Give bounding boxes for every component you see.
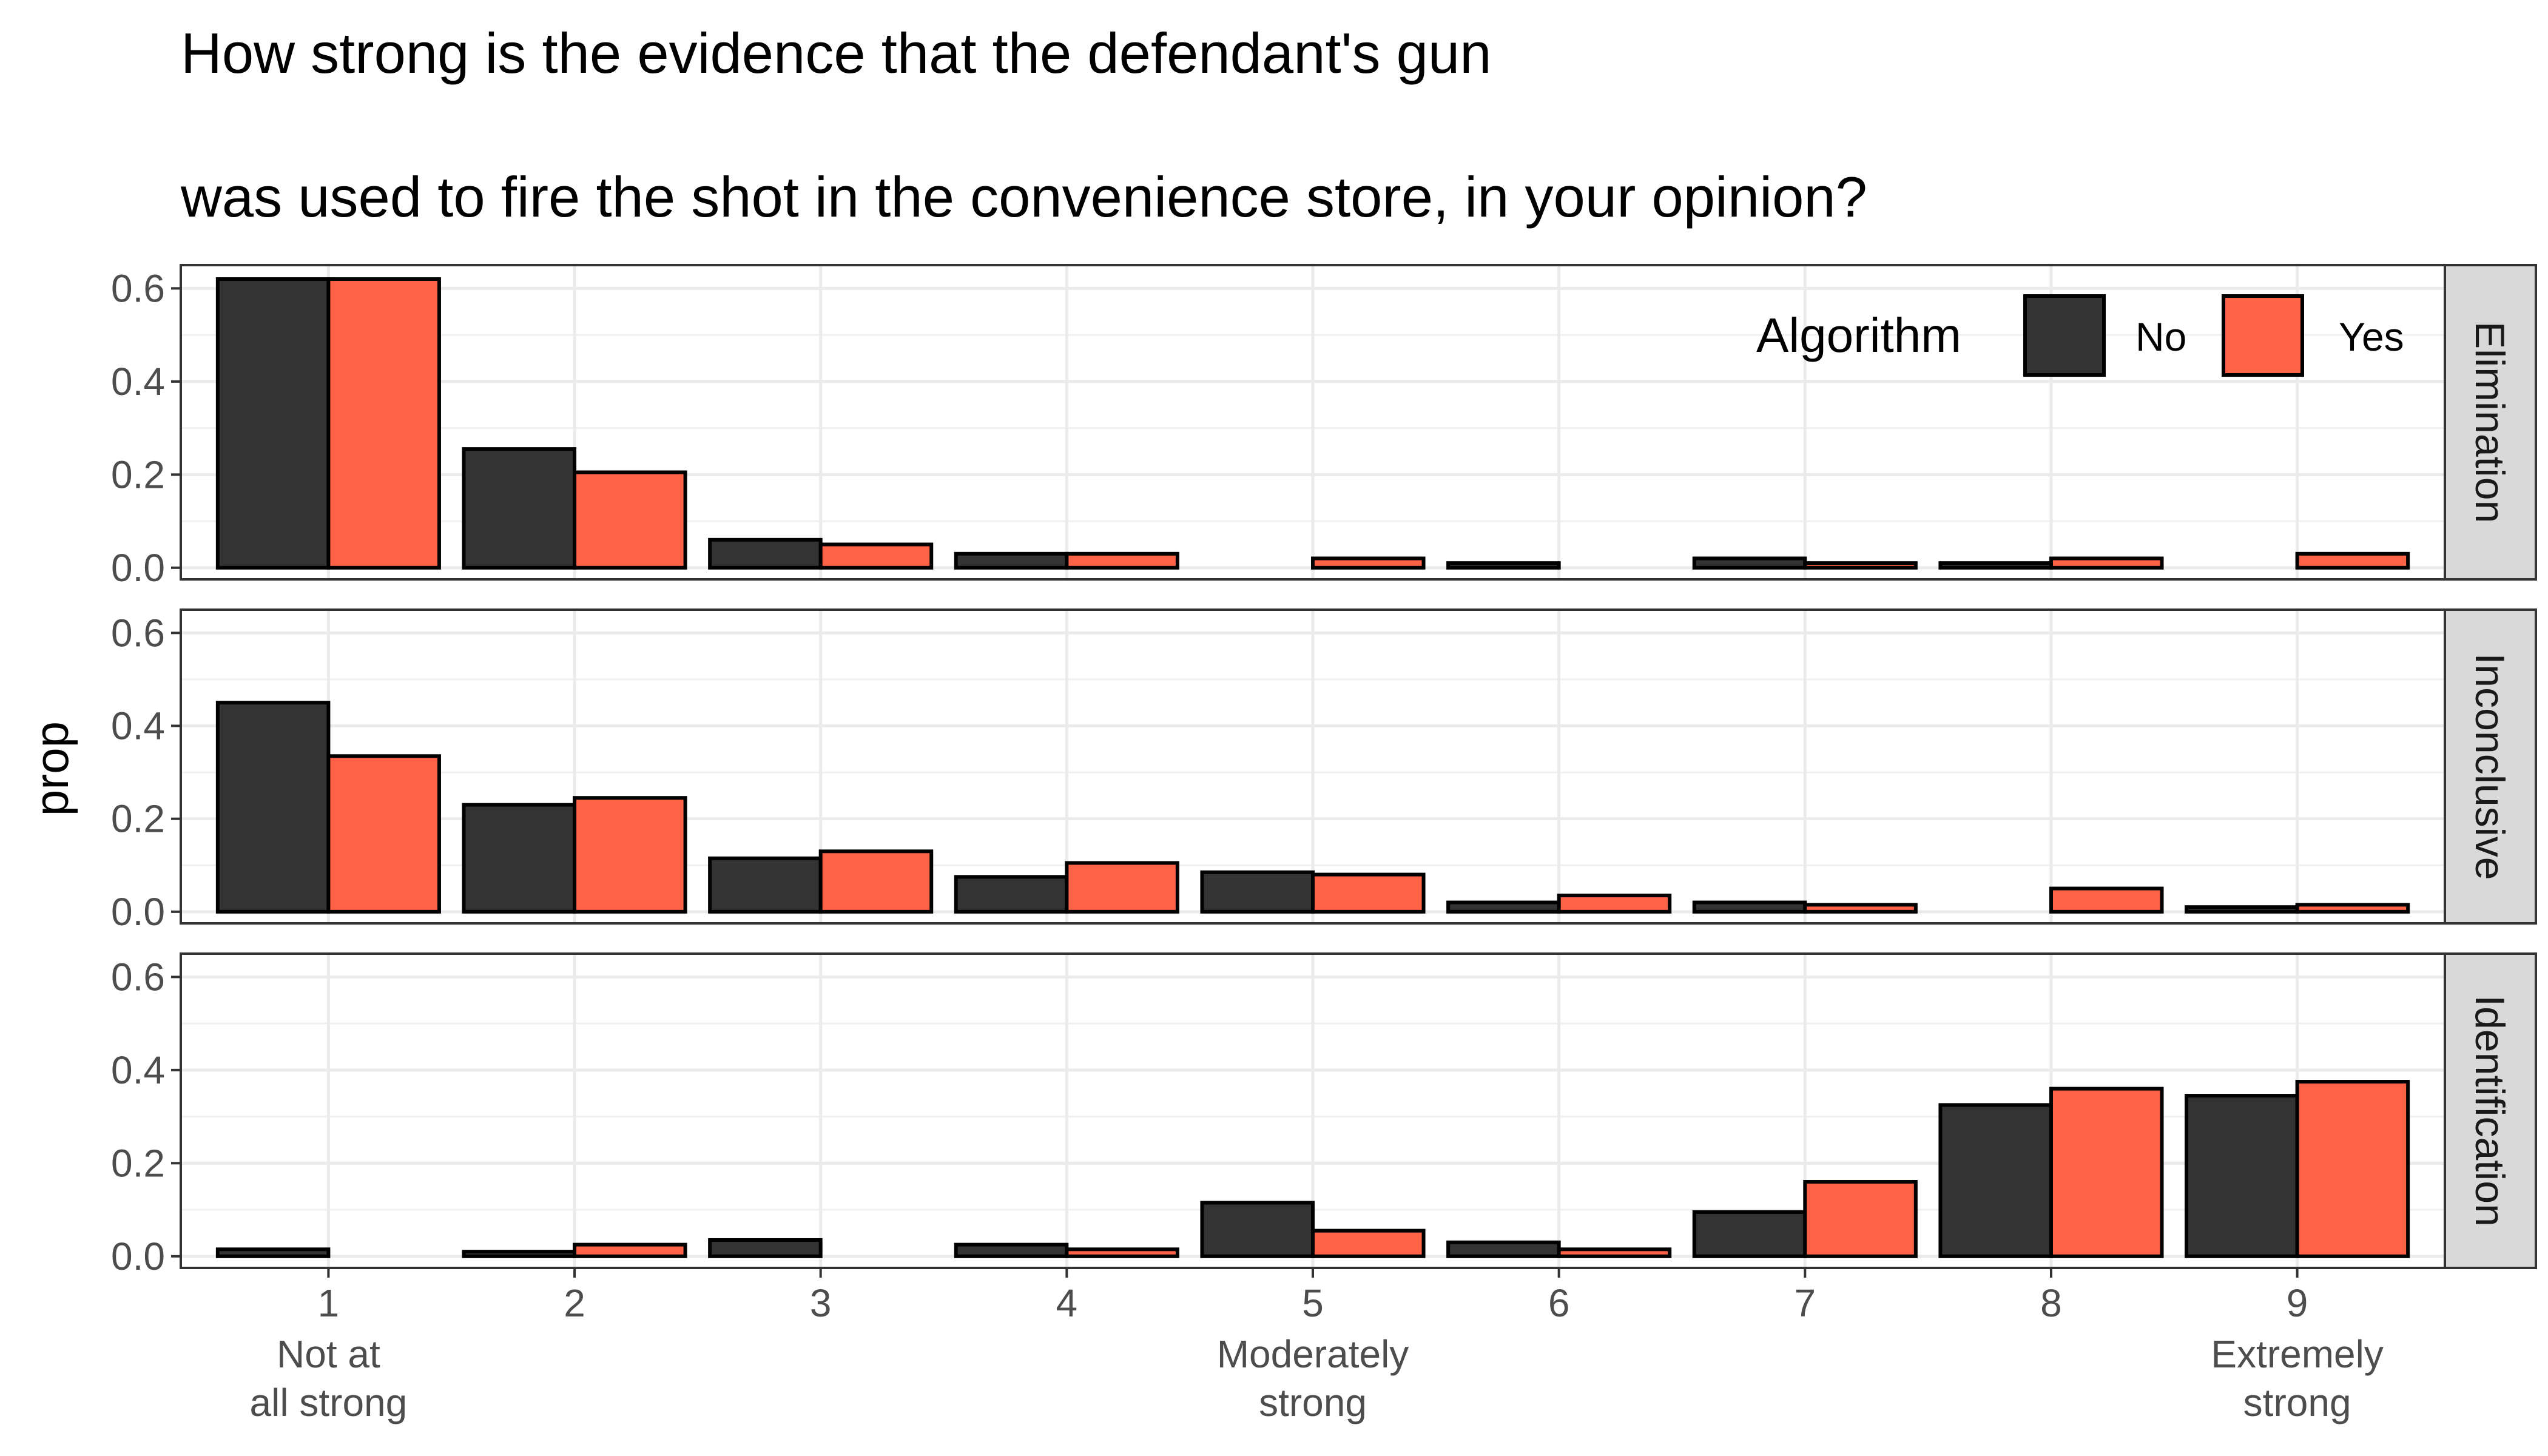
x-tick-label: 7 xyxy=(1795,1281,1816,1325)
bar-elimination-yes-3 xyxy=(818,542,934,570)
bar-inconclusive-yes-2 xyxy=(573,796,687,914)
facet-strip xyxy=(2444,952,2537,1269)
y-tick-label: 0.2 xyxy=(111,453,165,496)
bar-identification-yes-4 xyxy=(1065,1247,1179,1258)
y-tick-label: 0.4 xyxy=(111,704,165,747)
legend-key-yes xyxy=(2222,294,2304,377)
bar-elimination-yes-2 xyxy=(573,470,687,570)
y-tick-label: 0.6 xyxy=(111,266,165,310)
x-tick-label: 2 xyxy=(564,1281,585,1325)
bar-identification-yes-2 xyxy=(573,1242,687,1258)
x-tick-label: 4 xyxy=(1056,1281,1078,1325)
facet-strip xyxy=(2444,608,2537,925)
x-sublabel: all strong xyxy=(250,1381,408,1424)
x-tick-label: 6 xyxy=(1548,1281,1570,1325)
bar-inconclusive-yes-1 xyxy=(326,754,441,914)
bar-identification-yes-5 xyxy=(1311,1228,1426,1258)
bar-elimination-yes-9 xyxy=(2295,551,2410,570)
bar-inconclusive-no-2 xyxy=(462,803,577,914)
bar-identification-yes-9 xyxy=(2295,1080,2410,1258)
legend-key-no xyxy=(2023,294,2106,377)
x-tick-label: 3 xyxy=(810,1281,832,1325)
bar-inconclusive-no-9 xyxy=(2185,905,2299,914)
facet-panels: 0.0 0.2 0.4 0.6 Elimination 0.0 0.2 0.4 0.6 Incon… xyxy=(111,264,2537,1278)
y-tick-label: 0.0 xyxy=(111,890,165,934)
facet-panel-identification: 0.0 0.2 0.4 0.6 Identification xyxy=(111,952,2537,1278)
facet-panel-inconclusive: 0.0 0.2 0.4 0.6 Inconclusive xyxy=(111,608,2537,934)
y-tick-label: 0.4 xyxy=(111,1048,165,1092)
bar-identification-no-9 xyxy=(2185,1094,2299,1258)
x-tick-label: 9 xyxy=(2287,1281,2308,1325)
chart-title-line-2: was used to fire the shot in the conveni… xyxy=(180,165,1867,229)
bar-inconclusive-yes-9 xyxy=(2295,903,2410,914)
bar-identification-no-6 xyxy=(1446,1240,1561,1258)
bar-elimination-no-3 xyxy=(708,538,823,570)
y-tick-label: 0.0 xyxy=(111,1235,165,1278)
facet-strip-label: Inconclusive xyxy=(2467,653,2513,880)
bar-inconclusive-yes-3 xyxy=(818,849,934,914)
x-sublabel: Moderately xyxy=(1217,1332,1409,1376)
bar-elimination-no-4 xyxy=(954,551,1069,570)
bar-elimination-no-2 xyxy=(462,447,577,570)
bar-inconclusive-no-3 xyxy=(708,856,823,914)
bar-inconclusive-yes-5 xyxy=(1311,872,1426,914)
facet-strip-label: Elimination xyxy=(2467,322,2513,524)
x-sublabel: Not at xyxy=(277,1332,380,1376)
bar-identification-no-1 xyxy=(215,1247,331,1258)
facet-strip-label: Identification xyxy=(2467,995,2513,1227)
y-tick-label: 0.4 xyxy=(111,360,165,403)
chart-title-line-1: How strong is the evidence that the defe… xyxy=(181,21,1492,85)
bar-inconclusive-yes-4 xyxy=(1065,861,1179,914)
bar-identification-yes-6 xyxy=(1557,1247,1672,1258)
x-sublabel: Extremely xyxy=(2211,1332,2384,1376)
y-tick-label: 0.6 xyxy=(111,955,165,999)
y-tick-label: 0.6 xyxy=(111,611,165,655)
y-tick-label: 0.2 xyxy=(111,1141,165,1185)
x-sublabel: strong xyxy=(1259,1381,1367,1424)
legend-label-yes: Yes xyxy=(2339,314,2404,359)
bar-inconclusive-no-6 xyxy=(1446,900,1561,914)
bar-identification-no-4 xyxy=(954,1242,1069,1258)
bar-inconclusive-no-7 xyxy=(1692,900,1807,914)
bar-elimination-yes-7 xyxy=(1803,561,1918,570)
bar-identification-yes-7 xyxy=(1803,1180,1918,1258)
bar-elimination-yes-8 xyxy=(2049,556,2164,570)
y-axis-title: prop xyxy=(25,721,78,816)
bar-identification-no-2 xyxy=(462,1250,577,1258)
bar-inconclusive-yes-7 xyxy=(1803,903,1918,914)
x-tick-label: 1 xyxy=(318,1281,340,1325)
legend-title: Algorithm xyxy=(1756,308,1961,362)
bar-inconclusive-no-1 xyxy=(215,701,331,914)
bar-identification-no-3 xyxy=(708,1238,823,1258)
bar-inconclusive-no-5 xyxy=(1200,870,1315,914)
bar-elimination-no-6 xyxy=(1446,561,1561,570)
x-tick-label: 5 xyxy=(1302,1281,1324,1325)
x-tick-label: 8 xyxy=(2040,1281,2062,1325)
x-sublabel: strong xyxy=(2243,1381,2351,1424)
facet-strip xyxy=(2444,264,2537,581)
bar-elimination-yes-4 xyxy=(1065,551,1179,570)
legend: Algorithm No Yes xyxy=(1756,294,2404,377)
bar-identification-no-5 xyxy=(1200,1201,1315,1258)
bar-elimination-yes-5 xyxy=(1311,556,1426,570)
x-axis: 1 2 3 4 5 6 7 8 9 Not at all strong Moderately stron… xyxy=(250,1268,2384,1424)
legend-label-no: No xyxy=(2135,314,2186,359)
bar-elimination-yes-1 xyxy=(326,277,441,570)
bar-elimination-no-1 xyxy=(215,277,331,570)
y-tick-label: 0.2 xyxy=(111,797,165,841)
bar-identification-yes-8 xyxy=(2049,1087,2164,1258)
bar-inconclusive-yes-8 xyxy=(2049,886,2164,914)
bar-inconclusive-no-4 xyxy=(954,875,1069,914)
y-tick-label: 0.0 xyxy=(111,546,165,590)
bar-elimination-no-8 xyxy=(1938,561,2053,570)
bar-identification-no-7 xyxy=(1692,1210,1807,1258)
bar-inconclusive-yes-6 xyxy=(1557,894,1672,914)
bar-elimination-no-7 xyxy=(1692,556,1807,570)
bar-identification-no-8 xyxy=(1938,1103,2053,1258)
